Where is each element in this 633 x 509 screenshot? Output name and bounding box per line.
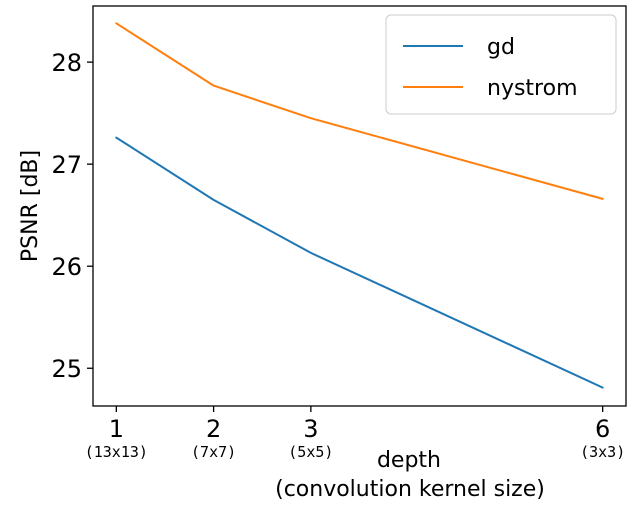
- legend-label-gd: gd: [487, 35, 515, 60]
- x-tick-label: 6: [595, 415, 610, 443]
- x-tick-label: 2: [206, 415, 221, 443]
- y-axis-label: PSNR [dB]: [18, 150, 43, 262]
- x-tick-label: 1: [109, 415, 124, 443]
- x-tick-sublabel: (5x5): [288, 443, 333, 461]
- x-tick-sublabel: (3x3): [580, 443, 625, 461]
- y-tick-label: 25: [51, 355, 82, 383]
- tick-layer: 1(13x13) 2(7x7) 3(5x5) 6(3x3) 25 26 27 28: [51, 49, 625, 461]
- legend-box: [385, 14, 617, 115]
- x-axis-sublabel: (convolution kernel size): [275, 477, 545, 502]
- series-layer: [115, 22, 604, 389]
- legend: gd nystrom: [385, 14, 617, 115]
- legend-items: gd nystrom: [403, 35, 578, 101]
- x-tick-label: 3: [303, 415, 318, 443]
- series-line-nystrom: [115, 22, 604, 200]
- x-tick-sublabel: (13x13): [85, 443, 148, 461]
- x-tick-sublabel: (7x7): [191, 443, 236, 461]
- y-tick-label: 28: [51, 49, 82, 77]
- series-line-gd: [115, 136, 604, 389]
- legend-label-nystrom: nystrom: [487, 76, 578, 101]
- x-axis-label: depth: [377, 448, 441, 473]
- y-tick-label: 27: [51, 151, 82, 179]
- y-tick-label: 26: [51, 253, 82, 281]
- axes-frame: [92, 5, 627, 407]
